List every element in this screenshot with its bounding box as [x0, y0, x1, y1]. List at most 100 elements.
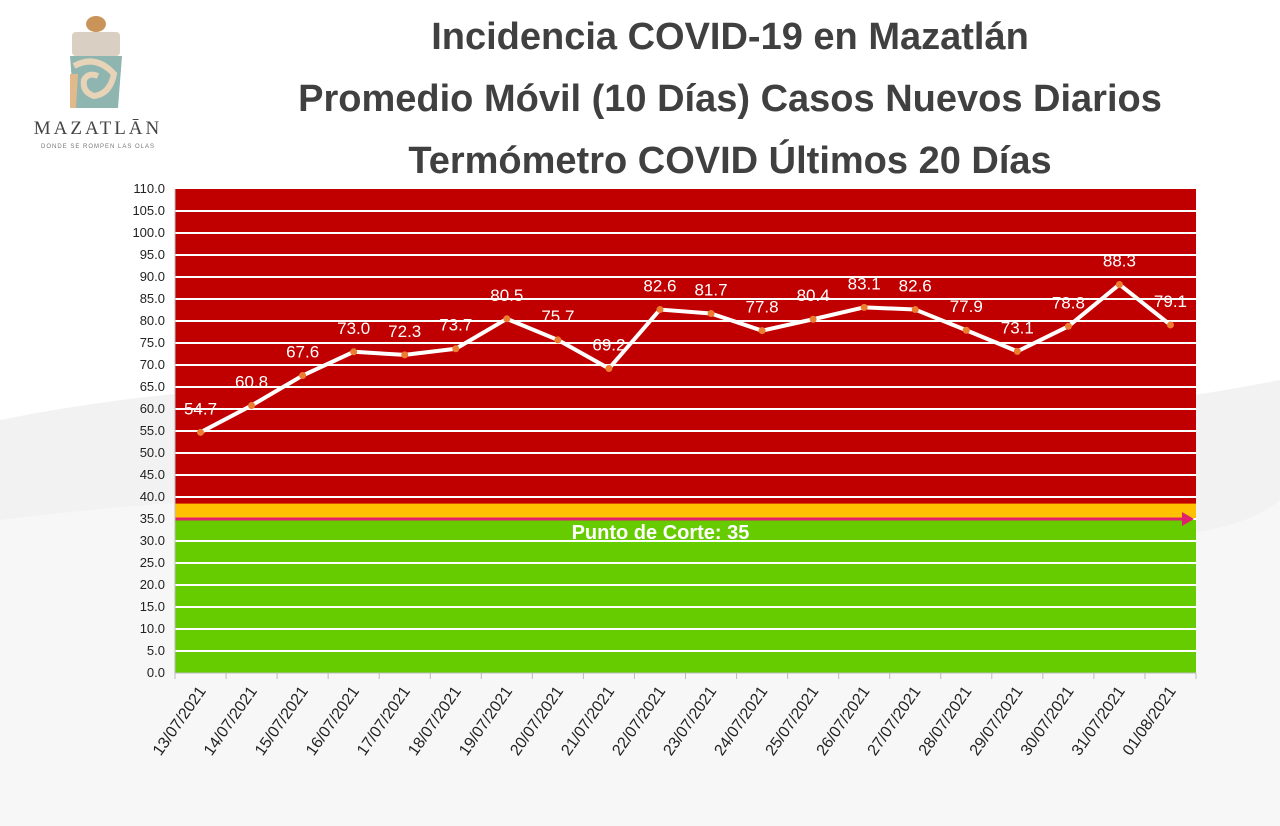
data-point — [197, 428, 205, 436]
y-tick-label: 90.0 — [140, 269, 165, 284]
cutoff-band — [175, 503, 1196, 519]
x-tick-label: 30/07/2021 — [1018, 683, 1078, 758]
x-tick-label: 22/07/2021 — [609, 683, 669, 758]
x-tick-label: 29/07/2021 — [967, 683, 1027, 758]
data-label: 54.7 — [184, 399, 217, 418]
series-markers — [197, 280, 1174, 436]
data-point — [1115, 280, 1123, 288]
data-label: 75.7 — [541, 307, 574, 326]
data-label: 81.7 — [694, 281, 727, 300]
data-point — [1013, 347, 1021, 355]
title-line-2: Promedio Móvil (10 Días) Casos Nuevos Di… — [298, 78, 1162, 120]
data-point — [962, 326, 970, 334]
y-tick-label: 65.0 — [140, 379, 165, 394]
data-point — [503, 315, 511, 323]
mazatlan-logo: MAZATLĀN DONDE SE ROMPEN LAS OLAS — [14, 14, 174, 174]
x-tick-label: 13/07/2021 — [150, 683, 210, 758]
x-tick-label: 14/07/2021 — [201, 683, 261, 758]
x-tick-label: 01/08/2021 — [1120, 683, 1180, 758]
title-line-1: Incidencia COVID-19 en Mazatlán — [431, 16, 1029, 58]
danger-zone — [175, 189, 1196, 519]
data-point — [401, 351, 409, 359]
x-tick-label: 18/07/2021 — [405, 683, 465, 758]
data-point — [452, 345, 460, 353]
y-tick-label: 25.0 — [140, 555, 165, 570]
x-axis: 13/07/202114/07/202115/07/202116/07/2021… — [150, 672, 1197, 759]
y-tick-label: 85.0 — [140, 291, 165, 306]
data-point — [350, 348, 358, 356]
data-label: 77.8 — [746, 298, 779, 317]
data-label: 83.1 — [848, 274, 881, 293]
x-tick-label: 21/07/2021 — [558, 683, 618, 758]
data-label: 77.9 — [950, 297, 983, 316]
x-tick-label: 23/07/2021 — [660, 683, 720, 758]
y-tick-label: 55.0 — [140, 423, 165, 438]
x-tick-label: 19/07/2021 — [456, 683, 516, 758]
data-point — [860, 303, 868, 311]
data-point — [758, 327, 766, 335]
data-label: 80.5 — [490, 286, 523, 305]
data-label: 73.0 — [337, 319, 370, 338]
y-tick-label: 100.0 — [132, 225, 165, 240]
x-tick-label: 27/07/2021 — [865, 683, 925, 758]
data-label: 73.1 — [1001, 318, 1034, 337]
x-tick-label: 28/07/2021 — [916, 683, 976, 758]
x-tick-label: 15/07/2021 — [252, 683, 312, 758]
data-point — [554, 336, 562, 344]
data-point — [656, 306, 664, 314]
data-label: 80.4 — [797, 286, 830, 305]
data-label: 72.3 — [388, 322, 421, 341]
title-line-3: Termómetro COVID Últimos 20 Días — [408, 140, 1052, 182]
y-tick-label: 110.0 — [133, 181, 165, 196]
gridlines — [175, 210, 1196, 652]
series-line — [199, 282, 1172, 435]
x-tick-label: 20/07/2021 — [507, 683, 567, 758]
y-tick-label: 0.0 — [147, 665, 165, 680]
y-tick-label: 95.0 — [140, 247, 165, 262]
y-axis: 0.0 5.0 10.0 15.0 20.0 25.0 30.0 35.0 40.0 45.0 50… — [132, 181, 176, 680]
data-label: 73.7 — [439, 316, 472, 335]
y-tick-label: 10.0 — [140, 621, 165, 636]
cutoff-label: Punto de Corte: 35 — [572, 522, 750, 544]
y-tick-label: 75.0 — [140, 335, 165, 350]
data-label: 67.6 — [286, 343, 319, 362]
data-label: 82.6 — [899, 277, 932, 296]
data-label: 88.3 — [1103, 251, 1136, 270]
data-point — [911, 306, 919, 314]
logo-tagline: DONDE SE ROMPEN LAS OLAS — [41, 144, 155, 150]
data-point — [248, 401, 256, 409]
logo-text: MAZATLĀN — [34, 118, 163, 139]
x-tick-label: 25/07/2021 — [763, 683, 823, 758]
y-tick-label: 30.0 — [140, 533, 165, 548]
y-tick-label: 35.0 — [140, 511, 165, 526]
data-label: 82.6 — [643, 277, 676, 296]
y-tick-label: 40.0 — [140, 489, 165, 504]
y-tick-label: 105.0 — [132, 203, 165, 218]
data-label: 78.8 — [1052, 293, 1085, 312]
x-tick-label: 16/07/2021 — [303, 683, 363, 758]
data-point — [299, 372, 307, 380]
y-tick-label: 20.0 — [140, 577, 165, 592]
x-tick-label: 17/07/2021 — [354, 683, 414, 758]
x-tick-label: 24/07/2021 — [711, 683, 771, 758]
data-label: 60.8 — [235, 372, 268, 391]
data-label: 69.2 — [592, 336, 625, 355]
cutoff-arrow-head — [1182, 512, 1194, 526]
data-labels: 54.7 60.8 67.6 73.0 72.3 73.7 80.5 75.7 69.2 82.6… — [184, 251, 1187, 418]
y-tick-label: 5.0 — [147, 643, 165, 658]
mazatlan-emblem-icon: MAZATLĀN DONDE SE ROMPEN LAS OLAS — [34, 16, 163, 150]
y-tick-label: 70.0 — [140, 357, 165, 372]
y-tick-label: 45.0 — [140, 467, 165, 482]
data-point — [809, 315, 817, 323]
y-tick-label: 50.0 — [140, 445, 165, 460]
x-tick-label: 26/07/2021 — [814, 683, 874, 758]
title-block: Incidencia COVID-19 en Mazatlán Promedio… — [200, 6, 1260, 192]
safe-zone — [175, 519, 1196, 673]
data-point — [707, 310, 715, 318]
data-point — [1064, 322, 1072, 330]
data-label: 79.1 — [1154, 292, 1187, 311]
data-point — [605, 365, 613, 373]
x-tick-label: 31/07/2021 — [1069, 683, 1129, 758]
y-tick-label: 60.0 — [140, 401, 165, 416]
